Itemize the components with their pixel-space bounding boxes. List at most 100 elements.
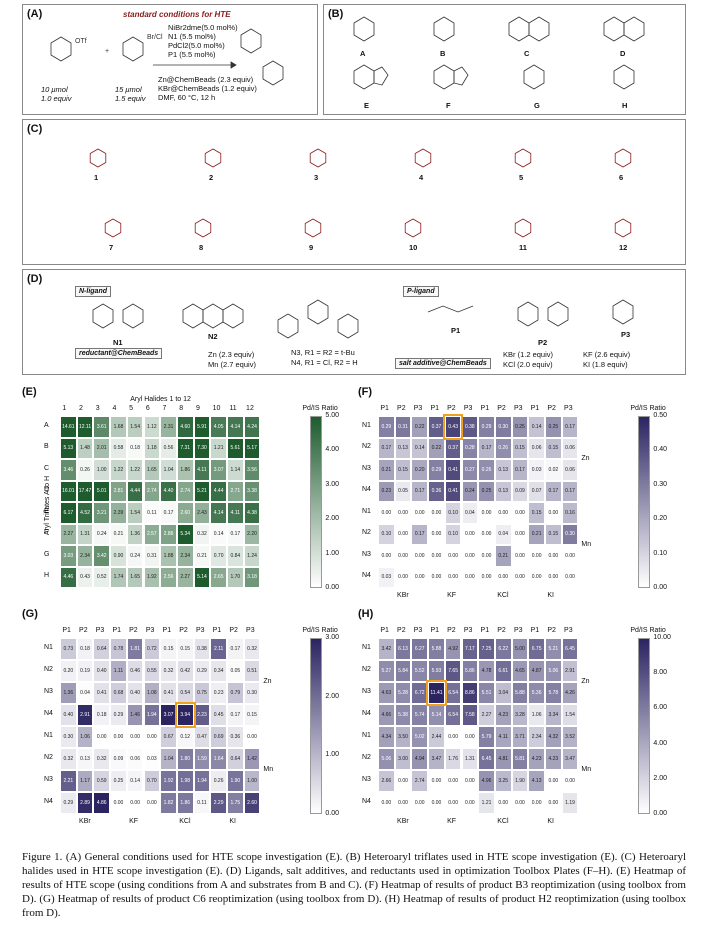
heatmap-cell: 3.07 xyxy=(210,459,227,481)
heatmap-cell: 0.00 xyxy=(444,770,462,792)
group-label: KI xyxy=(547,592,554,599)
group-label: KI xyxy=(229,818,236,825)
row-header: N4 xyxy=(44,798,53,805)
heatmap-cell: 0.03 xyxy=(143,748,161,770)
heatmap-cell: 5.79 xyxy=(478,726,495,748)
heatmap-cell: 3.21 xyxy=(93,502,111,524)
heatmap-cell: 0.00 xyxy=(428,770,445,792)
heatmap-cell: 5.34 xyxy=(176,523,194,545)
col-header: P1 xyxy=(480,627,490,634)
heatmap-cell: 0.27 xyxy=(461,459,479,481)
heatmap-cell: 0.00 xyxy=(126,792,144,814)
heatmap-cell: 5.36 xyxy=(528,682,545,704)
equiv-2: 1.5 equiv xyxy=(115,94,146,103)
heatmap-cell: 4.46 xyxy=(60,566,77,588)
heatmap-cell: 6.45 xyxy=(478,748,495,770)
heatmap-cell: 4.52 xyxy=(76,502,94,524)
heatmap-cell: 0.00 xyxy=(394,523,412,545)
heatmap-cell: 0.17 xyxy=(227,638,244,660)
heatmap-cell: 4.32 xyxy=(545,726,562,748)
heatmap-cell: 1.42 xyxy=(243,748,261,770)
heatmap-cell: 1.88 xyxy=(160,545,177,567)
colorbar-tick: 0.00 xyxy=(653,584,668,591)
row-header: N3 xyxy=(44,688,53,695)
heatmap-cell: 4.14 xyxy=(210,502,227,524)
heatmap-cell: 2.34 xyxy=(76,545,94,567)
group-label: KCl xyxy=(497,592,509,599)
heatmap-cell: 1.00 xyxy=(243,770,261,792)
ligand-p2: P2 xyxy=(538,338,548,347)
panel-b-label: (B) xyxy=(328,8,344,20)
colorbar-tick: 4.00 xyxy=(653,739,668,747)
heatmap-cell: 3.18 xyxy=(243,566,261,588)
heatmap-cell: 7.17 xyxy=(461,638,479,660)
heatmap-cell: 0.29 xyxy=(428,459,445,481)
heatmap-cell: 0.00 xyxy=(93,726,111,748)
group-label: KBr xyxy=(397,818,409,825)
heatmap-cell: 0.55 xyxy=(143,660,161,682)
heatmap-cell: 2.65 xyxy=(210,566,227,588)
ligand-structures xyxy=(92,299,634,339)
heatmap-cell: 3.56 xyxy=(243,459,261,481)
halide-number-4: 4 xyxy=(419,173,424,182)
heatmap-cell: 2.23 xyxy=(193,704,211,726)
heatmap-cell: 0.00 xyxy=(511,523,529,545)
heatmap-cell: 4.05 xyxy=(210,416,227,438)
halide-number-6: 6 xyxy=(619,173,624,182)
row-header: N4 xyxy=(362,710,371,717)
heatmap-title: Aryl Halides 1 to 12 xyxy=(130,396,191,403)
side-label: Zn xyxy=(581,455,590,462)
heatmap-cell: 0.72 xyxy=(143,638,161,660)
colorbar xyxy=(310,416,323,588)
heatmap-cell: 0.51 xyxy=(243,660,261,682)
heatmap-cell: 5.84 xyxy=(394,660,412,682)
row-header: N1 xyxy=(362,421,371,429)
col-header: P1 xyxy=(112,627,121,634)
heatmap-cell: 0.29 xyxy=(110,704,127,726)
ligand-p3: P3 xyxy=(621,330,631,339)
heatmap-cell: 0.00 xyxy=(394,792,412,814)
halide-number-10: 10 xyxy=(409,243,418,252)
heatmap-cell: 1.21 xyxy=(210,437,227,459)
heatmap-cell: 0.14 xyxy=(411,437,429,459)
salt-ki: KI (1.8 equiv) xyxy=(583,360,628,369)
heatmap-cell: 0.06 xyxy=(126,748,144,770)
heatmap-cell: 0.13 xyxy=(494,480,512,502)
heatmap-cell: 1.06 xyxy=(76,726,94,748)
group-label: KCl xyxy=(179,818,191,825)
halide-ring-5 xyxy=(514,148,532,168)
col-header: P2 xyxy=(497,627,506,634)
group-label: KBr xyxy=(397,592,409,599)
col-header: 10 xyxy=(212,405,221,412)
col-header: P3 xyxy=(195,627,205,634)
heatmap-cell: 1.86 xyxy=(176,459,194,481)
heatmap-cell: 5.51 xyxy=(478,682,495,704)
colorbar xyxy=(638,638,651,814)
heatmap-cell: 4.14 xyxy=(227,416,244,438)
halide-number-12: 12 xyxy=(619,243,628,252)
heatmap-cell: 0.00 xyxy=(528,545,545,567)
heatmap-cell: 2.27 xyxy=(478,704,495,726)
heatmap-cell: 2.21 xyxy=(60,770,77,792)
heatmap-cell: 4.11 xyxy=(193,459,211,481)
heatmap-cell: 0.17 xyxy=(561,416,579,438)
heatmap-cell: 4.24 xyxy=(243,416,261,438)
halide-ring-7 xyxy=(104,218,122,238)
col-header: P3 xyxy=(564,405,573,412)
heatmap-cell: 0.05 xyxy=(394,480,412,502)
col-header: 4 xyxy=(112,405,117,412)
heatmap-cell: 0.17 xyxy=(545,480,562,502)
heatmap-cell: 1.75 xyxy=(227,792,244,814)
heatmap-cell: 0.00 xyxy=(511,566,529,588)
heatmap-cell: 4.63 xyxy=(378,682,395,704)
heatmap-cell: 0.38 xyxy=(461,416,479,438)
heatmap-cell: 5.06 xyxy=(378,748,395,770)
ligand-p1: P1 xyxy=(451,326,461,335)
heatmap-cell: 0.75 xyxy=(193,682,211,704)
halide-number-5: 5 xyxy=(519,173,524,182)
heatmap-cell: 0.11 xyxy=(143,502,161,524)
heatmap-cell: 0.11 xyxy=(193,792,211,814)
heatmap-cell: 0.17 xyxy=(561,480,579,502)
col-header: P3 xyxy=(513,405,523,412)
heatmap-cell: 2.01 xyxy=(93,437,111,459)
